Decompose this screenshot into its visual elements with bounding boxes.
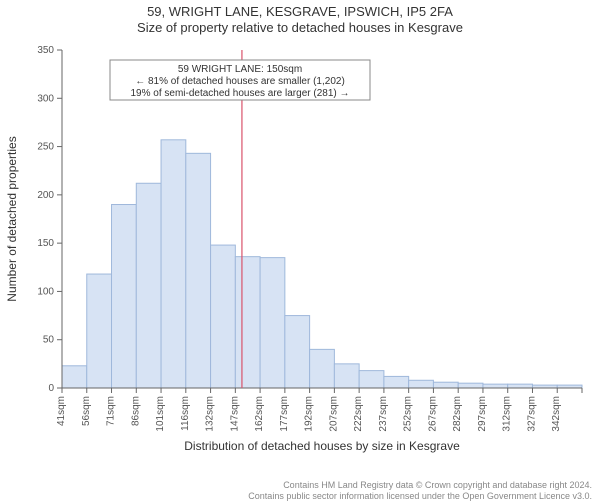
svg-text:252sqm: 252sqm [403, 396, 414, 432]
svg-text:132sqm: 132sqm [205, 396, 216, 432]
svg-text:Number of detached properties: Number of detached properties [5, 136, 19, 301]
footer-line-2: Contains public sector information licen… [248, 491, 592, 502]
svg-text:41sqm: 41sqm [56, 396, 67, 426]
svg-text:192sqm: 192sqm [304, 396, 315, 432]
page-subtitle: Size of property relative to detached ho… [0, 20, 600, 35]
svg-text:0: 0 [48, 383, 54, 394]
svg-text:Distribution of detached house: Distribution of detached houses by size … [184, 439, 460, 453]
svg-text:150: 150 [37, 238, 54, 249]
svg-text:56sqm: 56sqm [81, 396, 92, 426]
svg-text:59 WRIGHT LANE: 150sqm: 59 WRIGHT LANE: 150sqm [178, 64, 302, 75]
svg-text:177sqm: 177sqm [279, 396, 290, 432]
svg-text:71sqm: 71sqm [106, 396, 117, 426]
svg-text:116sqm: 116sqm [180, 396, 191, 431]
svg-text:267sqm: 267sqm [427, 396, 438, 432]
svg-text:250: 250 [37, 142, 54, 153]
svg-text:86sqm: 86sqm [130, 396, 141, 426]
svg-text:19% of semi-detached houses ar: 19% of semi-detached houses are larger (… [130, 88, 349, 99]
svg-text:350: 350 [37, 45, 54, 56]
svg-text:162sqm: 162sqm [254, 396, 265, 432]
svg-text:50: 50 [43, 335, 55, 346]
svg-text:← 81% of detached houses are s: ← 81% of detached houses are smaller (1,… [135, 76, 345, 87]
svg-text:222sqm: 222sqm [353, 396, 364, 432]
svg-text:300: 300 [37, 93, 54, 104]
svg-text:207sqm: 207sqm [328, 396, 339, 432]
svg-text:200: 200 [37, 190, 54, 201]
svg-text:342sqm: 342sqm [551, 396, 562, 432]
svg-text:147sqm: 147sqm [229, 396, 240, 432]
page-title-address: 59, WRIGHT LANE, KESGRAVE, IPSWICH, IP5 … [0, 4, 600, 19]
histogram-chart: 0 50 100 150 200 250 300 350 41sqm 56sqm 71sqm 86sq… [0, 42, 600, 460]
svg-text:237sqm: 237sqm [378, 396, 389, 432]
svg-text:297sqm: 297sqm [477, 396, 488, 432]
footer-attribution: Contains HM Land Registry data © Crown c… [248, 480, 592, 503]
svg-text:312sqm: 312sqm [502, 396, 513, 432]
footer-line-1: Contains HM Land Registry data © Crown c… [248, 480, 592, 491]
svg-text:282sqm: 282sqm [452, 396, 463, 432]
svg-text:100: 100 [37, 286, 54, 297]
chart-svg: 0 50 100 150 200 250 300 350 41sqm 56sqm 71sqm 86sq… [0, 42, 600, 460]
svg-text:101sqm: 101sqm [155, 396, 166, 432]
svg-text:327sqm: 327sqm [526, 396, 537, 432]
